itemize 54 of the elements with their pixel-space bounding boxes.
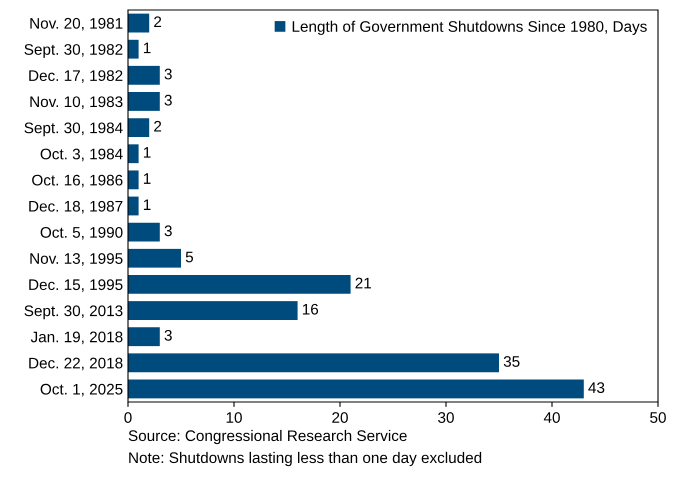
data-label: 1	[144, 42, 151, 54]
data-label: 43	[588, 382, 604, 394]
bar	[128, 301, 298, 320]
data-label: 3	[164, 225, 172, 236]
data-label: 1	[144, 173, 151, 184]
bar	[128, 40, 139, 59]
y-tick-label: Oct. 1, 2025	[40, 384, 123, 396]
y-tick-label: Dec. 17, 1982	[29, 70, 122, 83]
y-tick-label: Nov. 20, 1981	[30, 18, 122, 31]
data-label: 1	[144, 147, 151, 158]
y-tick-label: Sept. 30, 2013	[24, 305, 122, 320]
data-label: 21	[356, 278, 372, 288]
data-label: 5	[186, 252, 194, 262]
bar	[128, 274, 351, 294]
data-label: 16	[302, 304, 318, 315]
y-tick-label: Jan. 19, 2018	[30, 332, 122, 344]
bar	[128, 118, 150, 138]
bar	[128, 353, 499, 372]
y-tick-label: Nov. 13, 1995	[30, 253, 123, 266]
bar	[128, 14, 150, 32]
y-tick-label: Dec. 22, 2018	[29, 358, 122, 370]
data-label: 2	[154, 120, 162, 132]
bar	[128, 144, 139, 164]
text: Note: Shutdowns lasting less than one day excluded	[129, 452, 482, 466]
data-label: 3	[164, 330, 172, 341]
y-tick-label: Sept. 30, 1982	[24, 44, 122, 58]
y-tick-label: Sept. 30, 1984	[24, 122, 123, 136]
y-tick-label: Oct. 5, 1990	[40, 227, 123, 240]
legend-label: Length of Government Shutdowns Since 1980, Days	[292, 20, 647, 35]
data-label: 1	[144, 199, 151, 210]
bar	[128, 222, 160, 242]
x-tick-label: 10	[226, 412, 242, 423]
data-label: 2	[154, 16, 162, 28]
y-tick-label: Dec. 15, 1995	[29, 279, 123, 292]
source-note: Source: Congressional Research Service	[128, 430, 407, 444]
bar	[128, 92, 160, 111]
x-tick-label: 50	[650, 412, 666, 423]
x-tick-label: 30	[438, 412, 454, 423]
y-tick-label: Nov. 10, 1983	[30, 96, 122, 109]
bar	[128, 66, 160, 85]
bar	[128, 196, 139, 216]
bar	[128, 380, 584, 398]
y-tick-label: Dec. 18, 1987	[29, 200, 122, 214]
x-tick-label: 0	[124, 412, 132, 423]
bar	[128, 248, 181, 268]
bar	[128, 327, 160, 346]
bar	[128, 170, 139, 190]
y-tick-label: Oct. 3, 1984	[40, 148, 123, 162]
data-label: 3	[164, 94, 172, 106]
x-tick-label: 20	[332, 412, 348, 423]
x-tick-label: 40	[544, 412, 560, 423]
data-label: 3	[164, 68, 172, 80]
y-tick-label: Oct. 16, 1986	[32, 174, 122, 188]
data-label: 35	[504, 356, 520, 367]
